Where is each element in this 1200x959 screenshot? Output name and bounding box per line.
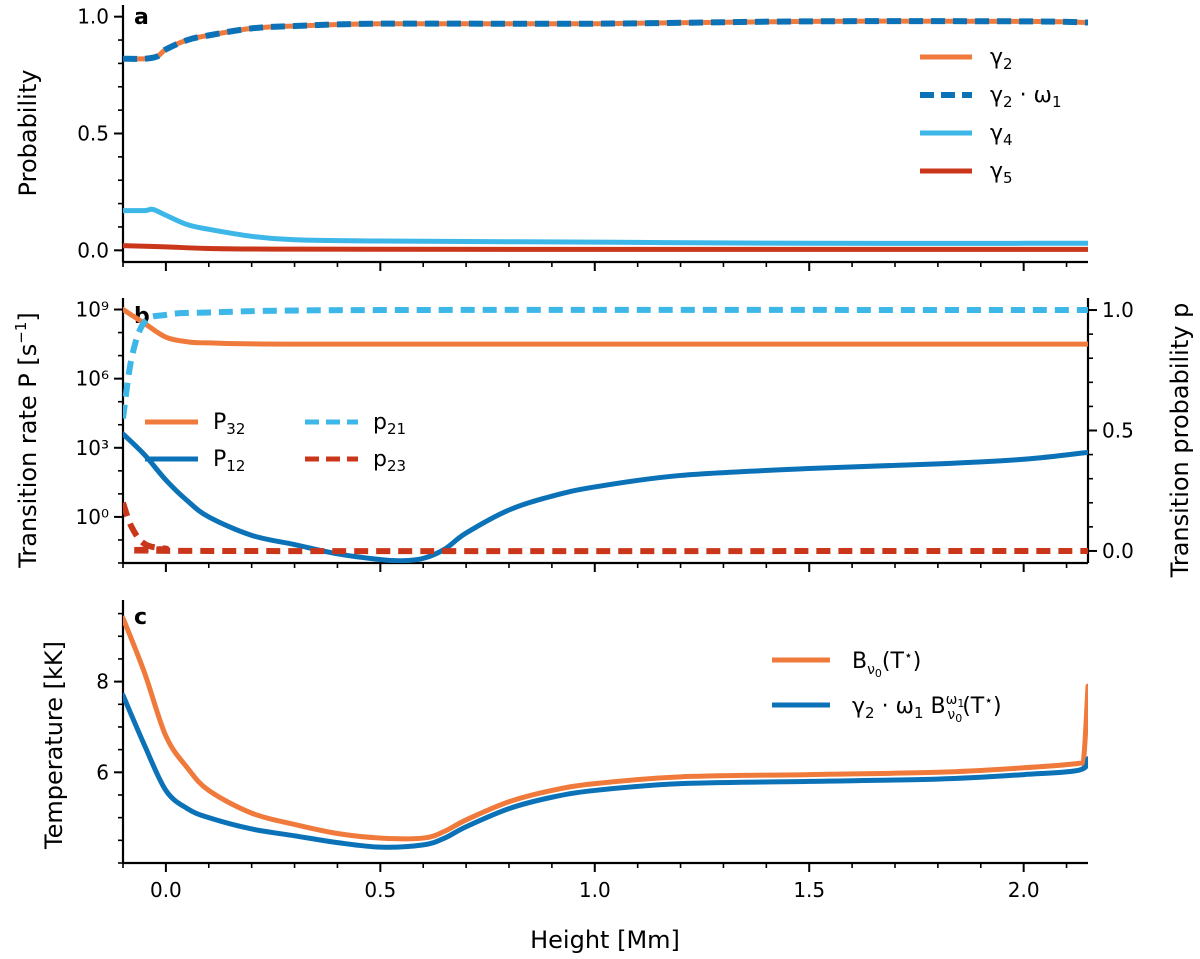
- series-line-c-21B01T: [123, 692, 1088, 850]
- panel-label-c: c: [134, 605, 147, 630]
- y-tick-label: 10⁶: [76, 367, 109, 391]
- y-axis-label-a: Probability: [14, 70, 42, 197]
- legend-label-p21: p21: [373, 410, 406, 438]
- axes-b-right: 0.0 0.5 1.0: [1088, 298, 1134, 563]
- series-line-c-B0T: [123, 615, 1088, 842]
- y-tick-label: 0.0: [77, 238, 109, 262]
- legend-label-gamma2: γ2: [990, 45, 1013, 73]
- series-line-b-P12: [123, 431, 1088, 563]
- y-tick-label: 10⁹: [76, 298, 109, 322]
- y-tick-label: 10³: [76, 436, 109, 460]
- legend-label-P32: P32: [213, 410, 245, 438]
- series-line-b-P32: [123, 307, 1088, 347]
- y-tick-label: 8: [96, 670, 109, 694]
- legend-label-gamma4: γ4: [990, 121, 1013, 149]
- series-line-a-21: [123, 18, 1088, 62]
- y-axis-label-b: Transition rate P [s−1]: [12, 312, 42, 569]
- series-line-b-p23: [123, 501, 1088, 555]
- x-tick-label: 1.5: [793, 878, 825, 902]
- panel-label-a: a: [134, 5, 149, 30]
- legend-label-B-nu0: Bν0(T⋆): [852, 648, 921, 680]
- axes-b: 10⁰ 10³ 10⁶ 10⁹: [76, 298, 1090, 572]
- y-tick-label: 6: [96, 760, 109, 784]
- series-line-a-2: [123, 18, 1088, 62]
- x-tick-label: 2.0: [1008, 878, 1040, 902]
- y2-tick-label: 0.0: [1102, 539, 1134, 563]
- series-line-a-4: [123, 206, 1088, 246]
- axes-c: 0.0 0.5 1.0 1.5 2.0 6 8: [96, 600, 1088, 902]
- y-tick-label: 10⁰: [76, 505, 109, 529]
- legend-label-gamma2-omega1: γ2 · ω1: [990, 83, 1062, 111]
- legend-a: γ2 γ2 · ω1 γ4 γ5: [920, 45, 1062, 187]
- x-tick-label: 0.0: [150, 878, 182, 902]
- series-line-b-p21: [123, 306, 1088, 419]
- x-axis-label: Height [Mm]: [530, 926, 680, 954]
- series-line-a-5: [123, 243, 1088, 252]
- y2-tick-label: 0.5: [1102, 419, 1134, 443]
- y2-axis-label-b: Transition probability p: [1166, 303, 1194, 579]
- legend-c: Bν0(T⋆) γ2 · ω1 Bω1 ν0(T⋆): [772, 648, 1002, 725]
- legend-label-p23: p23: [373, 447, 406, 475]
- legend-label-gamma2-omega1-B: γ2 · ω1 Bω1 ν0(T⋆): [852, 692, 1002, 725]
- x-tick-label: 0.5: [364, 878, 396, 902]
- x-tick-label: 1.0: [579, 878, 611, 902]
- axes-a: 0.0 0.5 1.0: [77, 5, 1088, 271]
- y-tick-label: 0.5: [77, 122, 109, 146]
- legend-b: P32 P12 p21 p23: [145, 410, 406, 475]
- legend-label-gamma5: γ5: [990, 159, 1013, 187]
- y-tick-label: 1.0: [77, 5, 109, 29]
- y-axis-label-c: Temperature [kK]: [40, 641, 68, 850]
- y2-tick-label: 1.0: [1102, 298, 1134, 322]
- legend-label-P12: P12: [213, 447, 245, 475]
